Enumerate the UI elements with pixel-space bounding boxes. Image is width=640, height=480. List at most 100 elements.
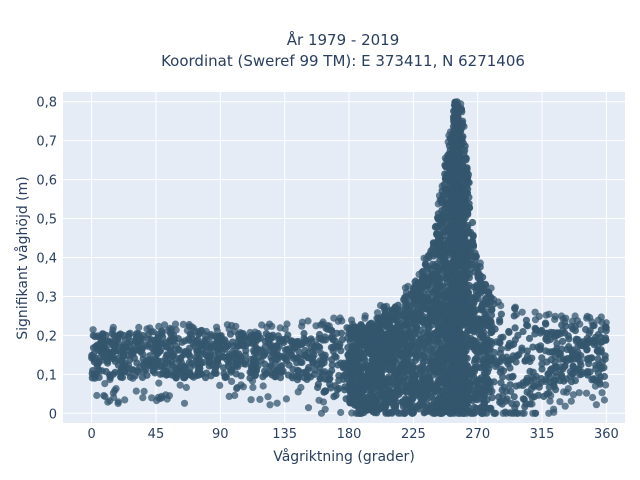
data-point	[557, 312, 566, 320]
data-point	[436, 215, 444, 223]
data-point	[119, 362, 128, 370]
data-point	[537, 342, 545, 350]
data-point	[556, 355, 565, 363]
data-point	[569, 325, 577, 333]
data-point	[330, 314, 338, 322]
data-point	[139, 394, 147, 402]
data-point	[235, 334, 243, 342]
data-point	[472, 292, 480, 300]
data-point	[447, 393, 456, 401]
data-point	[556, 398, 564, 406]
data-point	[473, 306, 481, 314]
data-point	[95, 346, 103, 354]
data-point	[441, 260, 449, 268]
data-point	[264, 393, 272, 401]
data-point	[193, 349, 201, 357]
data-point	[397, 360, 405, 368]
data-point	[472, 347, 480, 355]
y-tick-label: 0,2	[36, 329, 57, 344]
data-point	[422, 304, 430, 313]
data-point	[212, 362, 220, 370]
data-point	[568, 378, 576, 386]
data-point	[373, 324, 381, 332]
data-point	[430, 290, 438, 298]
data-point	[434, 313, 442, 321]
data-point	[568, 317, 577, 325]
data-point	[569, 362, 577, 370]
data-point	[341, 386, 349, 394]
data-point	[102, 368, 110, 376]
data-point	[214, 344, 222, 352]
data-point	[455, 297, 463, 306]
data-point	[388, 409, 396, 417]
data-point	[340, 375, 348, 383]
data-point	[538, 326, 546, 334]
data-point	[449, 287, 457, 295]
data-point	[280, 354, 288, 362]
data-point	[89, 326, 97, 334]
data-point	[534, 380, 542, 388]
data-point	[427, 393, 435, 401]
data-point	[287, 337, 295, 345]
data-point	[443, 349, 451, 357]
x-tick-label: 315	[530, 427, 555, 442]
data-point	[202, 327, 210, 336]
data-point	[594, 316, 603, 324]
data-point	[267, 362, 275, 370]
data-point	[161, 363, 169, 371]
data-point	[433, 263, 441, 271]
data-point	[466, 299, 474, 307]
x-tick-label: 0	[87, 427, 95, 442]
data-point	[569, 391, 578, 399]
data-point	[432, 357, 440, 365]
data-point	[484, 336, 492, 344]
data-point	[591, 382, 600, 390]
data-point	[566, 368, 575, 376]
data-point	[401, 409, 409, 417]
data-point	[490, 409, 498, 417]
data-point	[224, 353, 232, 361]
data-point	[464, 185, 472, 193]
data-point	[188, 372, 196, 380]
data-point	[556, 350, 565, 358]
data-point	[121, 396, 129, 404]
data-points	[88, 98, 610, 417]
data-point	[300, 329, 308, 338]
x-tick-label: 90	[212, 427, 229, 442]
data-point	[458, 260, 466, 268]
data-point	[458, 320, 466, 328]
data-point	[464, 171, 473, 179]
data-point	[582, 340, 590, 348]
data-point	[95, 366, 103, 374]
data-point	[542, 320, 550, 328]
data-point	[563, 357, 571, 365]
data-point	[327, 384, 335, 392]
data-point	[367, 319, 375, 327]
data-point	[512, 358, 520, 366]
data-point	[529, 368, 537, 376]
y-tick-label: 0,1	[36, 368, 57, 383]
data-point	[328, 361, 336, 369]
data-point	[496, 368, 504, 376]
data-point	[349, 320, 357, 328]
data-point	[470, 358, 479, 366]
data-point	[139, 355, 147, 363]
data-point	[386, 346, 394, 354]
x-tick-label: 135	[272, 427, 297, 442]
data-point	[221, 373, 229, 382]
data-point	[315, 396, 323, 404]
data-point	[434, 223, 442, 231]
data-point	[592, 333, 600, 341]
data-point	[379, 401, 387, 409]
data-point	[402, 288, 410, 296]
data-point	[546, 397, 554, 405]
data-point	[312, 322, 320, 330]
data-point	[249, 383, 257, 391]
data-point	[519, 328, 527, 336]
data-point	[451, 168, 459, 176]
data-point	[468, 238, 476, 246]
data-point	[376, 301, 385, 310]
data-point	[321, 351, 329, 359]
data-point	[321, 388, 329, 396]
data-point	[482, 321, 490, 329]
